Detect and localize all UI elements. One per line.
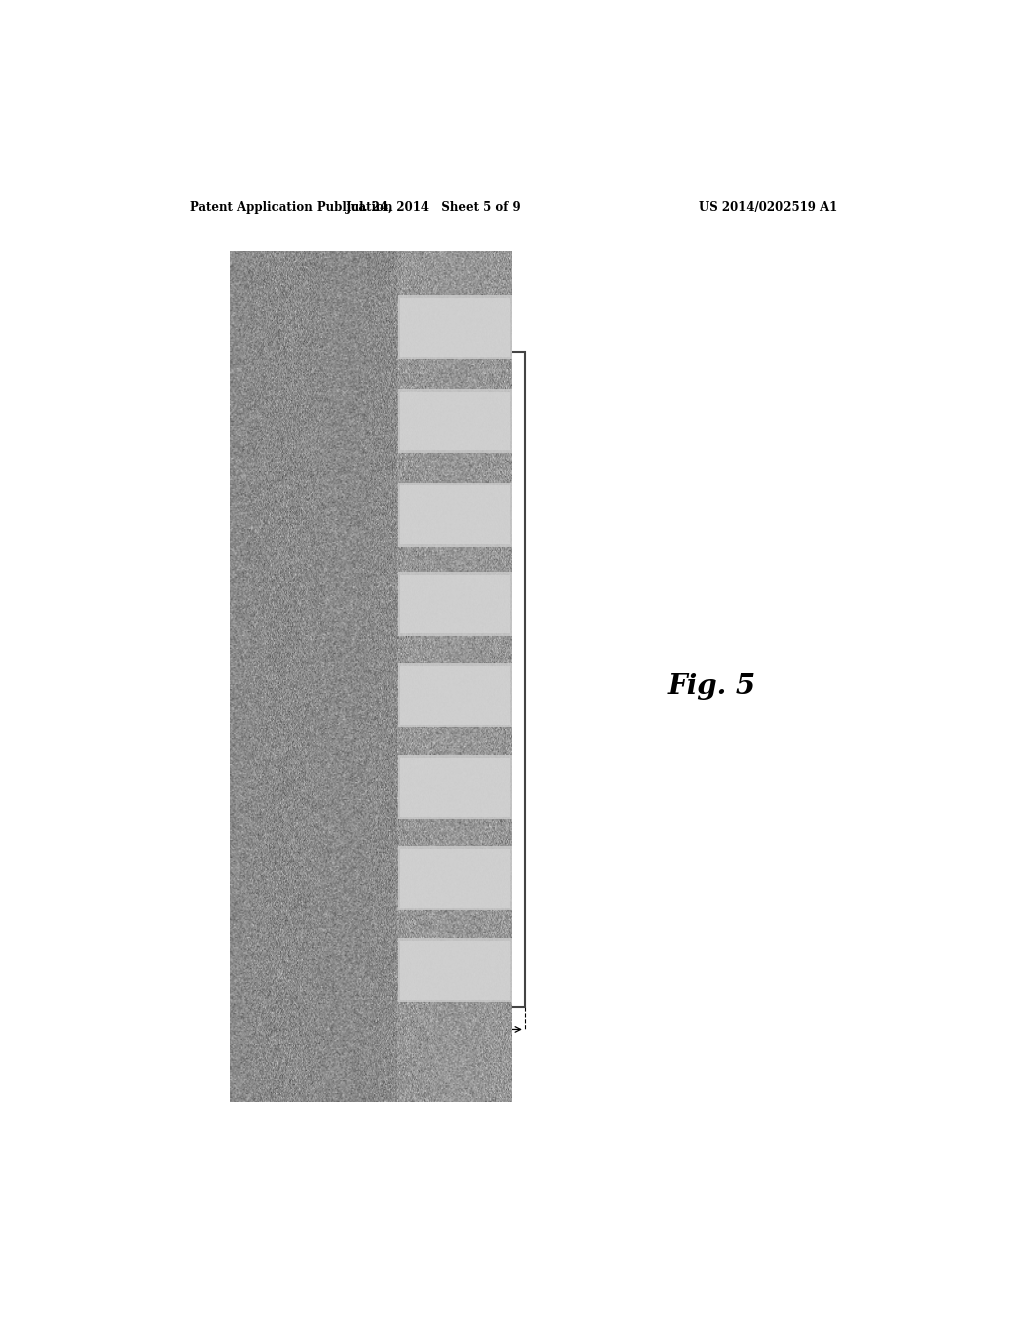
Text: Jul. 24, 2014   Sheet 5 of 9: Jul. 24, 2014 Sheet 5 of 9 bbox=[346, 201, 521, 214]
Bar bbox=[400, 665, 510, 725]
Text: Filling polymer: Filling polymer bbox=[445, 672, 454, 752]
Text: Fig. 5: Fig. 5 bbox=[668, 673, 756, 701]
Text: N-1-th layer substrate: N-1-th layer substrate bbox=[349, 616, 359, 742]
Bar bbox=[400, 758, 510, 817]
Bar bbox=[398, 483, 512, 546]
Bar bbox=[400, 392, 510, 450]
Text: US 2014/0202519 A1: US 2014/0202519 A1 bbox=[699, 201, 838, 214]
Bar bbox=[398, 296, 512, 359]
Bar bbox=[398, 572, 512, 636]
Bar bbox=[400, 486, 510, 544]
Bar bbox=[398, 755, 512, 820]
Text: a: a bbox=[476, 1041, 484, 1056]
Text: a: a bbox=[409, 899, 416, 912]
Bar bbox=[400, 298, 510, 356]
Bar bbox=[398, 664, 512, 727]
Bar bbox=[398, 389, 512, 453]
Bar bbox=[400, 849, 510, 908]
Text: N-th layer substrate: N-th layer substrate bbox=[480, 622, 490, 737]
Bar bbox=[398, 846, 512, 911]
Bar bbox=[398, 939, 512, 1002]
Bar bbox=[306, 351, 525, 1007]
Bar bbox=[400, 574, 510, 634]
Bar bbox=[400, 941, 510, 999]
Text: Patent Application Publication: Patent Application Publication bbox=[189, 201, 392, 214]
